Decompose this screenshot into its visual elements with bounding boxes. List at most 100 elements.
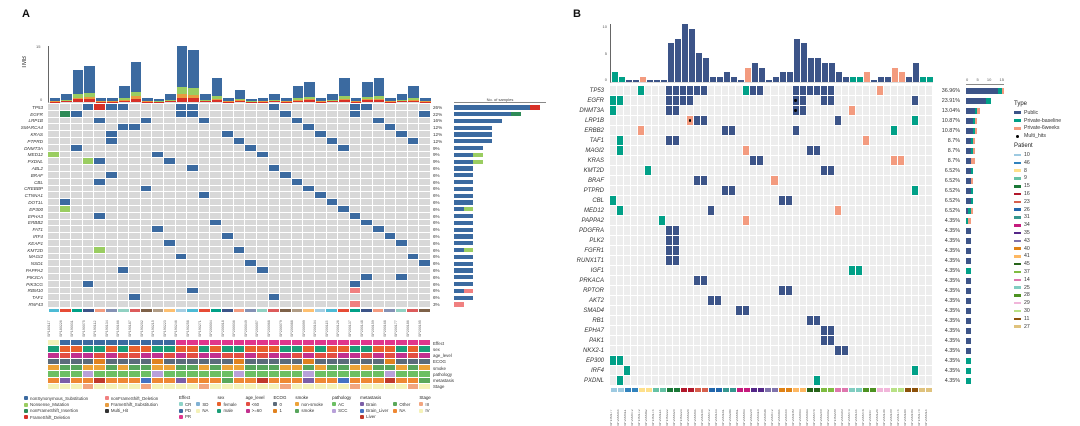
matrix-cell [841, 316, 848, 325]
matrix-cell [645, 146, 652, 155]
matrix-cell [687, 116, 694, 125]
matrix-cell [233, 137, 245, 144]
matrix-cell [869, 196, 876, 205]
strip-cell [222, 309, 233, 312]
gene-count-bar [454, 301, 546, 308]
gene-count-bar [966, 326, 1008, 336]
matrix-cell [799, 326, 806, 335]
matrix-cell [117, 219, 129, 226]
matrix-cell [645, 366, 652, 375]
matrix-cell [631, 326, 638, 335]
matrix-cell [883, 266, 890, 275]
annotation-cell [233, 340, 245, 346]
mutation-count-bar [660, 24, 667, 82]
percent-label: 6% [433, 193, 440, 199]
matrix-cell [59, 226, 71, 233]
matrix-cell [799, 336, 806, 345]
annotation-cell [419, 358, 430, 364]
matrix-cell [152, 178, 164, 185]
matrix-cell [911, 126, 918, 135]
matrix-cell [925, 156, 932, 165]
annotation-cell [140, 358, 152, 364]
annotation-cell [140, 365, 152, 371]
annotation-cell [152, 352, 164, 358]
matrix-cell [610, 236, 617, 245]
gene-count-bar [454, 118, 546, 125]
annotation-cell [268, 377, 280, 383]
matrix-cell [338, 158, 349, 165]
matrix-cell [82, 151, 94, 158]
matrix-cell [291, 226, 303, 233]
matrix-cell [617, 186, 624, 195]
matrix-cell [314, 137, 326, 144]
sample-label: SF200082 [645, 409, 648, 426]
matrix-cell [256, 110, 268, 117]
legend-item: Multi_hits [1014, 132, 1078, 140]
matrix-cell [280, 287, 291, 294]
gene-label: RUNX1T1 [576, 258, 604, 264]
legend-item-label: NA [399, 408, 406, 414]
annotation-cell [82, 358, 94, 364]
matrix-cell [841, 296, 848, 305]
matrix-cell [48, 301, 59, 307]
matrix-cell [268, 233, 280, 239]
matrix-cell [736, 346, 743, 355]
matrix-cell [785, 176, 792, 185]
matrix-cell [372, 246, 384, 253]
matrix-cell [687, 106, 694, 115]
sample-label: SP200148 [360, 320, 364, 337]
matrix-cell [94, 273, 106, 280]
legend-item: 41 [1014, 253, 1078, 261]
legend-item: >=60 [245, 407, 265, 413]
matrix-cell [883, 96, 890, 105]
matrix-cell [152, 246, 164, 253]
annotation-cell [280, 358, 291, 364]
matrix-cell [715, 286, 722, 295]
matrix-cell [848, 356, 855, 365]
matrix-cell [827, 286, 834, 295]
mutation-count-bar [730, 24, 737, 82]
matrix-cell [268, 212, 280, 219]
matrix-cell [94, 294, 106, 301]
legend-item-label: 34 [1024, 222, 1030, 229]
matrix-cell [813, 246, 820, 255]
matrix-row [48, 199, 430, 205]
matrix-cell [750, 106, 757, 115]
matrix-cell [384, 294, 396, 301]
matrix-cell [624, 266, 631, 275]
matrix-cell [106, 219, 117, 226]
matrix-cell [245, 124, 256, 131]
matrix-cell [771, 126, 778, 135]
annotation-cell [71, 383, 82, 389]
matrix-cell [701, 116, 708, 125]
matrix-cell [750, 296, 757, 305]
matrix-cell [925, 146, 932, 155]
percent-label: 8.7% [947, 148, 960, 154]
matrix-cell [314, 267, 326, 273]
matrix-cell [694, 176, 701, 185]
matrix-cell [638, 356, 645, 365]
mutation-count-bar [919, 24, 926, 82]
matrix-cell [164, 178, 175, 185]
matrix-cell [757, 366, 764, 375]
percent-label: 4.35% [944, 348, 960, 354]
matrix-cell [778, 256, 785, 265]
matrix-cell [48, 192, 59, 199]
matrix-cell [140, 246, 152, 253]
matrix-cell [722, 286, 729, 295]
annotation-cell [71, 352, 82, 358]
matrix-cell [673, 296, 680, 305]
matrix-cell [652, 296, 659, 305]
matrix-cell [785, 366, 792, 375]
legend-item: 26 [1014, 206, 1078, 214]
strip-cell [624, 388, 631, 392]
matrix-cell [164, 219, 175, 226]
matrix-cell [666, 196, 673, 205]
matrix-cell [813, 366, 820, 375]
annotation-cell [210, 358, 222, 364]
matrix-cell [326, 212, 338, 219]
matrix-cell [106, 192, 117, 199]
gene-label: PXDNL [27, 159, 43, 165]
matrix-cell [820, 266, 827, 275]
gene-label: PTPRD [583, 188, 604, 194]
